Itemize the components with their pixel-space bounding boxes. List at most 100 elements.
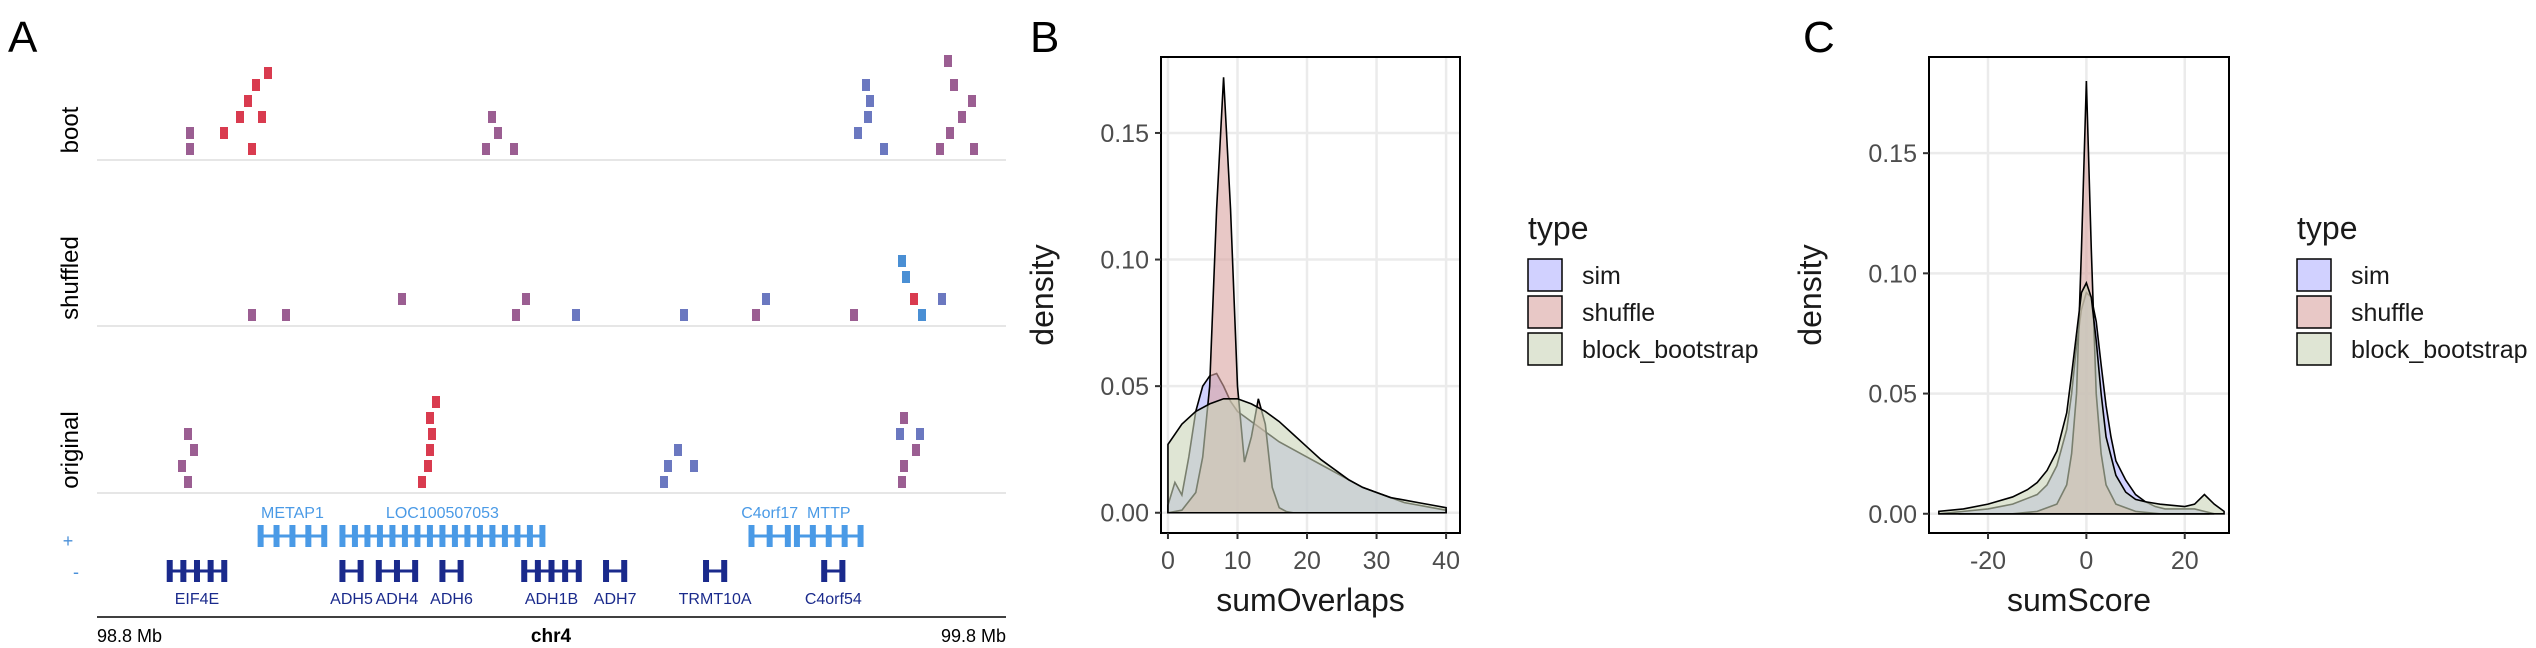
chromosome-label: chr4: [531, 626, 572, 647]
b-density-block-bootstrap: [1167, 398, 1447, 514]
gene-exon-minus-1-0: [339, 560, 346, 582]
b-ytick-label-0: 0.00: [1100, 500, 1149, 528]
gene-exon-plus-1-2: [364, 525, 371, 547]
gene-exon-plus-3-4: [857, 525, 864, 547]
b-y-axis-title: density: [1024, 244, 1060, 345]
gene-label-c4orf17: C4orf17: [741, 505, 798, 522]
panel-letter-c: C: [1803, 13, 1835, 62]
c-legend-swatch-shuffle: [2296, 295, 2332, 329]
gene-exon-plus-1-8: [439, 525, 446, 547]
c-xtick-label-2: 20: [2171, 547, 2199, 575]
coverage-bar-51: [664, 460, 672, 472]
gene-exon-plus-1-4: [389, 525, 396, 547]
coverage-bar-46: [426, 444, 434, 456]
gene-exon-minus-0-3: [207, 560, 214, 582]
strand-plus-label: +: [63, 531, 74, 551]
coverage-bar-10: [494, 127, 502, 139]
b-ytick-label-1: 0.05: [1100, 373, 1149, 401]
gene-exon-minus-3-1: [457, 560, 464, 582]
c-legend-title: type: [2297, 210, 2357, 246]
b-legend-label-sim: sim: [1582, 262, 1621, 290]
b-legend-swatch-sim: [1527, 258, 1563, 292]
coverage-bar-38: [918, 309, 926, 321]
c-xtick-label-1: 0: [2079, 547, 2093, 575]
coverage-bar-15: [866, 95, 874, 107]
coverage-bar-45: [424, 460, 432, 472]
gene-exon-minus-2-0: [375, 560, 382, 582]
gene-exon-plus-1-13: [501, 525, 508, 547]
b-legend-swatch-shuffle: [1527, 295, 1563, 329]
gene-label-loc100507053: LOC100507053: [386, 505, 499, 522]
coverage-bar-57: [912, 444, 920, 456]
coord-start-label: 98.8 Mb: [97, 626, 162, 646]
coverage-bar-40: [184, 476, 192, 488]
gene-label-trmt10a: TRMT10A: [679, 591, 752, 608]
gene-exon-plus-2-2: [784, 525, 791, 547]
coverage-bar-34: [850, 309, 858, 321]
gene-label-adh6: ADH6: [430, 591, 473, 608]
coverage-bar-20: [950, 79, 958, 91]
coverage-bar-12: [488, 111, 496, 123]
gene-exon-plus-3-2: [825, 525, 832, 547]
coverage-bar-31: [680, 309, 688, 321]
coverage-bar-36: [902, 271, 910, 283]
b-legend-label-shuffle: shuffle: [1582, 299, 1655, 327]
gene-exon-plus-3-0: [793, 525, 800, 547]
b-ytick-label-2: 0.10: [1100, 247, 1149, 275]
gene-exon-minus-5-0: [603, 560, 610, 582]
gene-exon-minus-4-3: [562, 560, 569, 582]
coverage-bar-43: [184, 428, 192, 440]
b-legend-title: type: [1528, 210, 1588, 246]
coverage-bar-53: [690, 460, 698, 472]
gene-exon-minus-2-1: [393, 560, 400, 582]
c-ytick-label-0: 0.00: [1868, 501, 1917, 529]
coverage-bar-22: [968, 95, 976, 107]
b-xtick-label-1: 10: [1224, 547, 1252, 575]
gene-exon-plus-0-3: [305, 525, 312, 547]
coverage-bar-58: [916, 428, 924, 440]
coverage-bar-14: [864, 111, 872, 123]
panel-b-density-chart: 0 10 20 30 40 0.00 0.05 0.10 0.15 sumOverlaps dens…: [1024, 56, 1759, 618]
coverage-bar-30: [572, 309, 580, 321]
gene-exon-plus-0-4: [321, 525, 328, 547]
gene-exon-plus-1-6: [414, 525, 421, 547]
gene-exon-minus-0-4: [221, 560, 228, 582]
coverage-bar-25: [248, 309, 256, 321]
gene-exon-minus-6-1: [721, 560, 728, 582]
track-label-boot: boot: [57, 106, 84, 153]
coverage-bar-7: [252, 79, 260, 91]
gene-exon-plus-2-1: [766, 525, 773, 547]
gene-exon-plus-1-9: [451, 525, 458, 547]
gene-exon-minus-0-2: [193, 560, 200, 582]
coverage-bar-52: [674, 444, 682, 456]
gene-exon-plus-1-12: [489, 525, 496, 547]
gene-exon-plus-0-2: [289, 525, 296, 547]
coord-end-label: 99.8 Mb: [941, 626, 1006, 646]
gene-exon-minus-4-2: [548, 560, 555, 582]
b-x-axis-title: sumOverlaps: [1216, 582, 1405, 618]
coverage-bar-17: [880, 143, 888, 155]
gene-exon-plus-1-5: [401, 525, 408, 547]
c-legend-label-sim: sim: [2351, 262, 2390, 290]
c-x-axis-title: sumScore: [2007, 582, 2151, 618]
coverage-bar-27: [398, 293, 406, 305]
gene-label-mttp: MTTP: [807, 505, 851, 522]
gene-label-adh1b: ADH1B: [525, 591, 578, 608]
gene-exon-plus-1-7: [426, 525, 433, 547]
panel-letter-a: A: [8, 13, 38, 62]
coverage-bar-8: [264, 67, 272, 79]
track-bars: [178, 55, 978, 488]
panel-c-density-chart: -20 0 20 0.00 0.05 0.10 0.15 sumScore density typ…: [1792, 56, 2528, 618]
gene-exon-plus-1-0: [339, 525, 346, 547]
c-panel-border: [1928, 56, 2230, 534]
gene-exon-plus-2-0: [748, 525, 755, 547]
gene-exon-plus-1-10: [464, 525, 471, 547]
c-ytick-label-1: 0.05: [1868, 381, 1917, 409]
coverage-bar-3: [248, 143, 256, 155]
track-label-original: original: [57, 411, 84, 488]
coverage-bar-9: [482, 143, 490, 155]
gene-exon-minus-6-0: [703, 560, 710, 582]
coverage-bar-11: [510, 143, 518, 155]
